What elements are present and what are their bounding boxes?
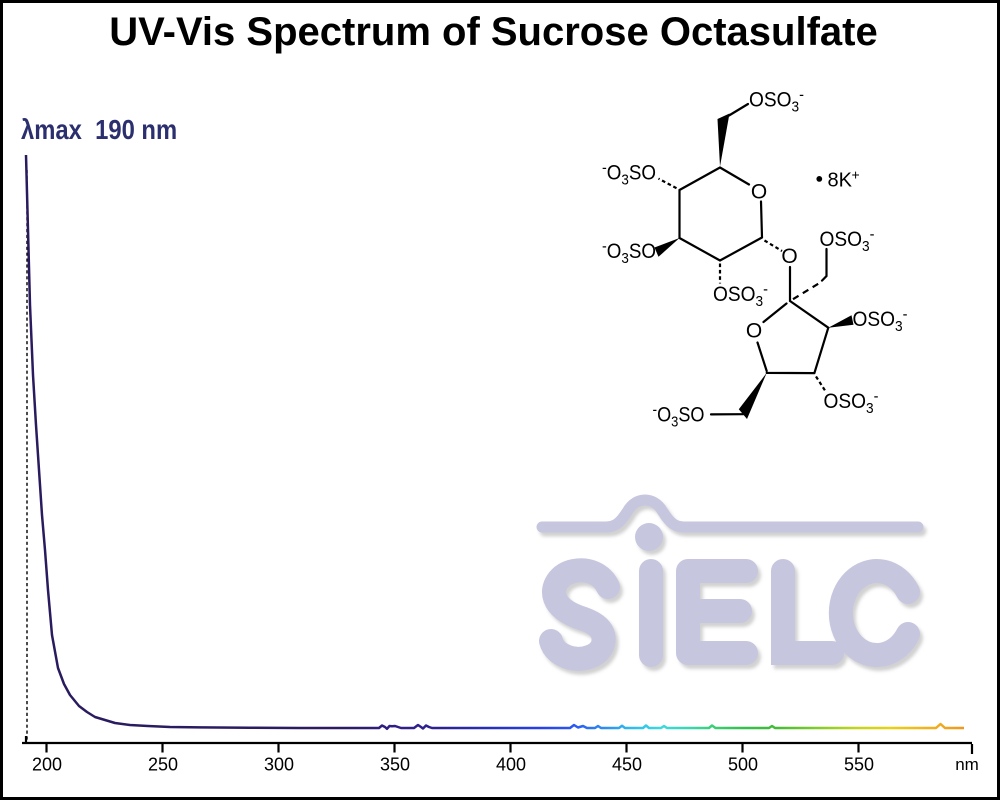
svg-text:8K: 8K: [828, 169, 853, 191]
svg-text:nm: nm: [955, 755, 979, 774]
svg-text:OSO3-: OSO3-: [853, 306, 908, 335]
svg-text:-O3SO: -O3SO: [602, 160, 656, 189]
svg-text:OSO3-: OSO3-: [824, 388, 879, 417]
svg-text:350: 350: [380, 755, 410, 775]
svg-text:-O3SO: -O3SO: [602, 238, 656, 267]
svg-text:450: 450: [612, 755, 642, 775]
svg-text:OSO3-: OSO3-: [713, 281, 768, 310]
svg-text:200: 200: [32, 755, 62, 775]
svg-text:500: 500: [728, 755, 758, 775]
svg-text:OSO3-: OSO3-: [820, 226, 875, 255]
svg-text:250: 250: [148, 755, 178, 775]
svg-text:O: O: [746, 320, 762, 343]
svg-text:OSO3-: OSO3-: [749, 87, 804, 116]
svg-text:400: 400: [496, 755, 526, 775]
svg-text:O: O: [751, 181, 767, 204]
svg-text:+: +: [852, 167, 860, 183]
svg-text:-O3SO: -O3SO: [653, 402, 705, 431]
svg-text:550: 550: [844, 755, 874, 775]
svg-text:O: O: [781, 245, 797, 268]
svg-text:300: 300: [264, 755, 294, 775]
